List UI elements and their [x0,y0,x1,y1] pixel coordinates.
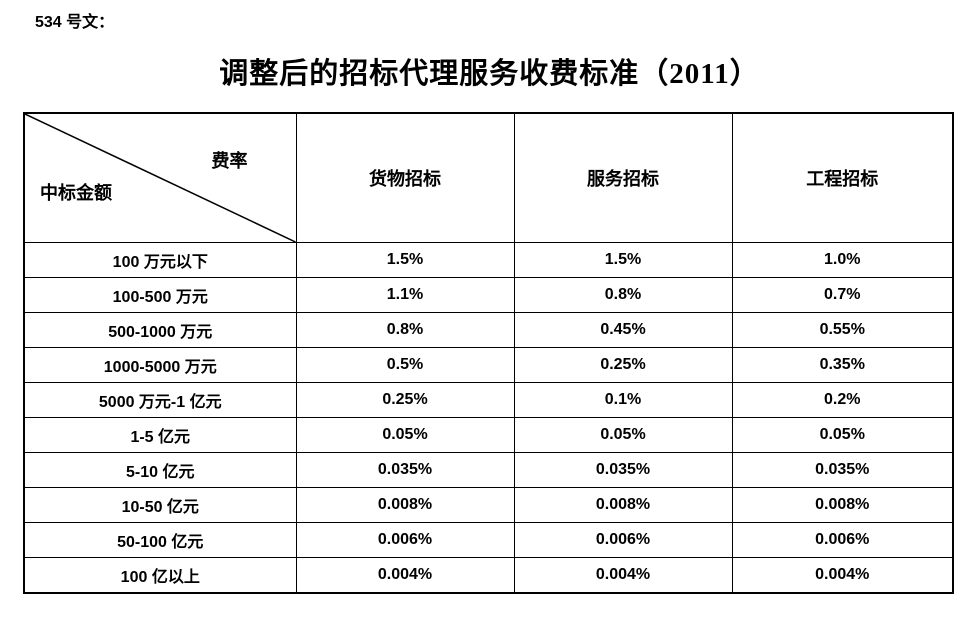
table-row: 5-10 亿元 0.035% 0.035% 0.035% [23,452,954,488]
amount-cell: 500-1000 万元 [23,312,297,348]
amount-cell: 100-500 万元 [23,277,297,313]
diagonal-divider-line [25,114,296,242]
amount-cell: 5000 万元-1 亿元 [23,382,297,418]
fee-table: 费率 中标金额 货物招标 服务招标 工程招标 100 万元以下 1.5% 1.5… [23,112,954,594]
amount-cell: 50-100 亿元 [23,522,297,558]
works-rate-cell: 0.05% [731,417,954,453]
goods-rate-cell: 1.5% [295,242,515,278]
services-rate-cell: 0.05% [513,417,733,453]
column-header-works: 工程招标 [731,112,954,243]
goods-rate-cell: 0.8% [295,312,515,348]
works-rate-cell: 0.006% [731,522,954,558]
works-rate-cell: 0.004% [731,557,954,594]
table-row: 500-1000 万元 0.8% 0.45% 0.55% [23,312,954,348]
amount-cell: 5-10 亿元 [23,452,297,488]
amount-cell: 10-50 亿元 [23,487,297,523]
services-rate-cell: 0.004% [513,557,733,594]
table-row: 5000 万元-1 亿元 0.25% 0.1% 0.2% [23,382,954,418]
column-header-services: 服务招标 [513,112,733,243]
services-rate-cell: 0.035% [513,452,733,488]
column-header-goods: 货物招标 [295,112,515,243]
services-rate-cell: 0.25% [513,347,733,383]
goods-rate-cell: 0.006% [295,522,515,558]
table-row: 1000-5000 万元 0.5% 0.25% 0.35% [23,347,954,383]
services-rate-cell: 0.006% [513,522,733,558]
amount-cell: 100 万元以下 [23,242,297,278]
works-rate-cell: 0.2% [731,382,954,418]
works-rate-cell: 0.008% [731,487,954,523]
goods-rate-cell: 0.035% [295,452,515,488]
services-rate-cell: 1.5% [513,242,733,278]
table-row: 50-100 亿元 0.006% 0.006% 0.006% [23,522,954,558]
amount-cell: 100 亿以上 [23,557,297,594]
goods-rate-cell: 0.008% [295,487,515,523]
amount-cell: 1-5 亿元 [23,417,297,453]
works-rate-cell: 0.7% [731,277,954,313]
services-rate-cell: 0.1% [513,382,733,418]
works-rate-cell: 0.35% [731,347,954,383]
table-row: 100 亿以上 0.004% 0.004% 0.004% [23,557,954,594]
table-row: 100-500 万元 1.1% 0.8% 0.7% [23,277,954,313]
corner-label-rate: 费率 [211,151,248,171]
amount-cell: 1000-5000 万元 [23,347,297,383]
fee-table-body: 100 万元以下 1.5% 1.5% 1.0% 100-500 万元 1.1% … [23,242,954,594]
doc-number-label: 534 号文： [35,14,115,31]
works-rate-cell: 1.0% [731,242,954,278]
services-rate-cell: 0.45% [513,312,733,348]
goods-rate-cell: 0.004% [295,557,515,594]
works-rate-cell: 0.035% [731,452,954,488]
goods-rate-cell: 0.5% [295,347,515,383]
services-rate-cell: 0.8% [513,277,733,313]
page-title: 调整后的招标代理服务收费标准（2011） [219,58,760,90]
works-rate-cell: 0.55% [731,312,954,348]
table-row: 1-5 亿元 0.05% 0.05% 0.05% [23,417,954,453]
goods-rate-cell: 1.1% [295,277,515,313]
corner-label-amount: 中标金额 [40,183,112,203]
corner-header-cell: 费率 中标金额 [23,112,297,243]
services-rate-cell: 0.008% [513,487,733,523]
goods-rate-cell: 0.25% [295,382,515,418]
goods-rate-cell: 0.05% [295,417,515,453]
table-row: 10-50 亿元 0.008% 0.008% 0.008% [23,487,954,523]
table-row: 100 万元以下 1.5% 1.5% 1.0% [23,242,954,278]
header-row: 费率 中标金额 货物招标 服务招标 工程招标 [23,112,954,243]
